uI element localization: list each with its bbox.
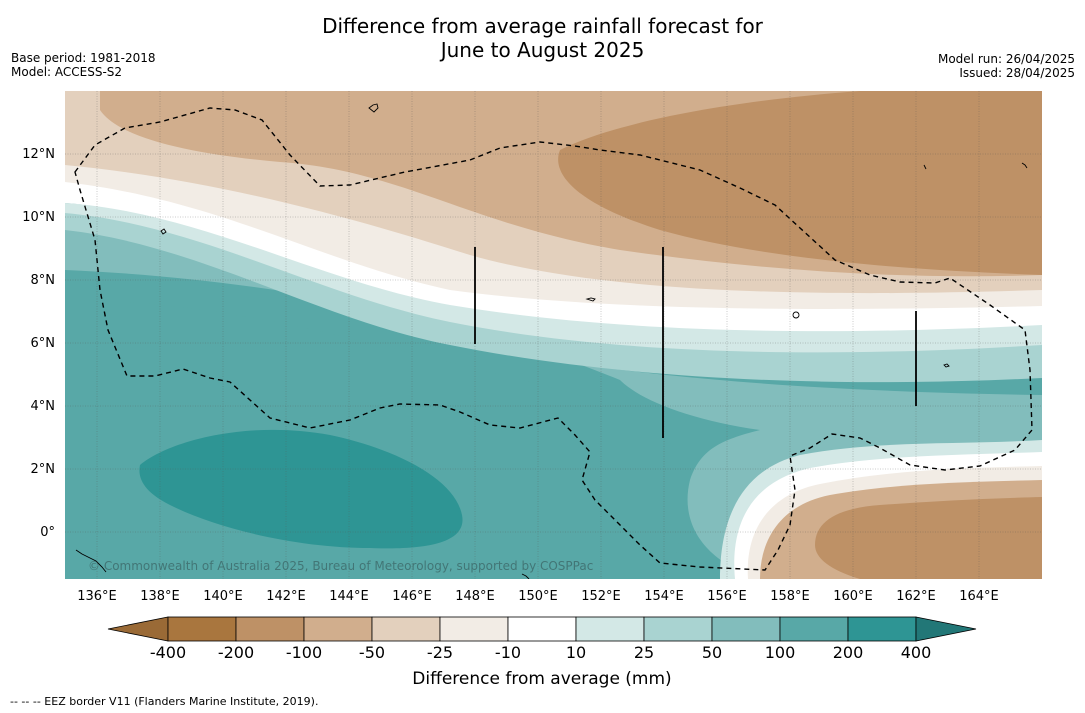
lon-label: 148°E — [455, 589, 495, 604]
colorbar-tick-label: 100 — [765, 643, 796, 662]
model-run-text: Model run: 26/04/2025 — [937, 52, 1075, 66]
colorbar-extend-low — [107, 616, 169, 642]
colorbar-swatch — [371, 616, 441, 642]
colorbar-tick-label: -50 — [359, 643, 385, 662]
colorbar-swatch — [507, 616, 577, 642]
map-title-line2: June to August 2025 — [440, 38, 645, 62]
lon-labels: 136°E 138°E 140°E 142°E 144°E 146°E 148°… — [77, 589, 999, 604]
eez-border — [74, 107, 1033, 571]
lon-label: 162°E — [896, 589, 936, 604]
model-text: Model: ACCESS-S2 — [11, 65, 123, 79]
lon-label: 158°E — [770, 589, 810, 604]
rainfall-anomaly-map: © Commonwealth of Australia 2025, Bureau… — [65, 91, 1042, 579]
colorbar-labels: -400 -200 -100 -50 -25 -10 10 25 50 100 … — [150, 643, 931, 662]
lon-label: 150°E — [518, 589, 558, 604]
colorbar-tick-label: -10 — [495, 643, 521, 662]
colorbar-swatch — [779, 616, 849, 642]
lat-label: 10°N — [22, 210, 55, 225]
lon-label: 164°E — [959, 589, 999, 604]
base-period-text: Base period: 1981-2018 — [11, 51, 156, 65]
lon-label: 160°E — [833, 589, 873, 604]
colorbar-tick-label: 400 — [901, 643, 932, 662]
colorbar-swatch — [235, 616, 305, 642]
colorbar-tick-label: 10 — [566, 643, 586, 662]
lon-label: 138°E — [140, 589, 180, 604]
lon-label: 156°E — [707, 589, 747, 604]
lat-label: 4°N — [31, 399, 56, 414]
colorbar-tick-label: 200 — [833, 643, 864, 662]
colorbar-tick-label: -100 — [286, 643, 322, 662]
colorbar-tick-label: -200 — [218, 643, 254, 662]
colorbar-swatch — [167, 616, 237, 642]
meta-right: Model run: 26/04/2025 Issued: 28/04/2025 — [938, 52, 1075, 80]
lon-label: 154°E — [644, 589, 684, 604]
copyright-text: © Commonwealth of Australia 2025, Bureau… — [88, 559, 593, 573]
islands — [474, 247, 917, 438]
meta-left: Base period: 1981-2018 Model: ACCESS-S2 — [11, 51, 156, 79]
lon-label: 136°E — [77, 589, 117, 604]
lon-label: 142°E — [266, 589, 306, 604]
colorbar-swatch — [303, 616, 373, 642]
colorbar-extend-high — [915, 616, 977, 642]
colorbar-title: Difference from average (mm) — [412, 669, 671, 689]
colorbar-swatch — [643, 616, 713, 642]
lon-label: 140°E — [203, 589, 243, 604]
small-islands — [75, 103, 1028, 579]
colorbar — [107, 616, 977, 642]
colorbar-swatch — [847, 616, 917, 642]
colorbar-tick-label: 50 — [702, 643, 722, 662]
band-neg100-neg200 — [558, 91, 1042, 275]
map-title-line1: Difference from average rainfall forecas… — [322, 14, 763, 38]
band-se-neg100 — [815, 497, 1042, 579]
lat-labels: 12°N 10°N 8°N 6°N 4°N 2°N 0° — [22, 147, 55, 540]
colorbar-swatch — [711, 616, 781, 642]
issued-text: Issued: 28/04/2025 — [959, 66, 1075, 80]
colorbar-swatch — [575, 616, 645, 642]
lon-label: 144°E — [329, 589, 369, 604]
band-200-400 — [139, 429, 463, 549]
colorbar-tick-label: 25 — [634, 643, 654, 662]
lon-label: 146°E — [392, 589, 432, 604]
lon-label: 152°E — [581, 589, 621, 604]
lat-label: 12°N — [22, 147, 55, 162]
colorbar-swatch — [439, 616, 509, 642]
lat-label: 6°N — [31, 336, 56, 351]
lat-label: 8°N — [31, 273, 56, 288]
graticule — [65, 91, 1042, 579]
lat-label: 0° — [40, 525, 55, 540]
colorbar-tick-label: -25 — [427, 643, 453, 662]
footnote-eez: -- -- -- EEZ border V11 (Flanders Marine… — [10, 695, 319, 708]
map-title: Difference from average rainfall forecas… — [0, 14, 1085, 62]
colorbar-tick-label: -400 — [150, 643, 186, 662]
lat-label: 2°N — [31, 462, 56, 477]
